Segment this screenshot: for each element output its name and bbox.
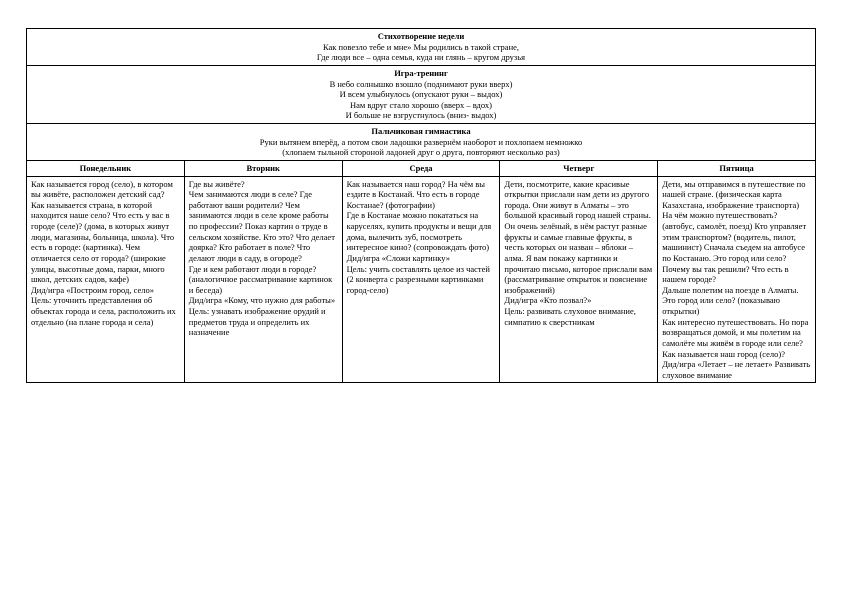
day-content-mon: Как называется город (село), в котором в…: [27, 176, 185, 383]
day-content-thu: Дети, посмотрите, какие красивые открытк…: [500, 176, 658, 383]
poem-line-1: Как повезло тебе и мне» Мы родились в та…: [31, 42, 811, 53]
fingers-line-2: (хлопаем тыльной стороной ладоней друг о…: [31, 147, 811, 158]
fingers-line-1: Руки вытянем вперёд, а потом свои ладошк…: [31, 137, 811, 148]
days-header-row: Понедельник Вторник Среда Четверг Пятниц…: [27, 160, 816, 176]
training-line-2: И всем улыбнулось (опускают руки – выдох…: [31, 89, 811, 100]
training-line-1: В небо солнышко взошло (поднимают руки в…: [31, 79, 811, 90]
poem-line-2: Где люди все – одна семья, куда ни глянь…: [31, 52, 811, 63]
day-content-wed: Как называется наш город? На чём вы езди…: [342, 176, 500, 383]
day-header-thu: Четверг: [500, 160, 658, 176]
training-title: Игра-тренинг: [394, 68, 448, 78]
day-header-mon: Понедельник: [27, 160, 185, 176]
poem-title: Стихотворение недели: [378, 31, 465, 41]
days-content-row: Как называется город (село), в котором в…: [27, 176, 816, 383]
fingers-block: Пальчиковая гимнастика Руки вытянем впер…: [27, 124, 816, 161]
day-header-fri: Пятница: [658, 160, 816, 176]
fingers-title: Пальчиковая гимнастика: [371, 126, 470, 136]
training-line-4: И больше не взгрустнулось (вниз- выдох): [31, 110, 811, 121]
poem-block: Стихотворение недели Как повезло тебе и …: [27, 29, 816, 66]
day-header-wed: Среда: [342, 160, 500, 176]
weekly-plan-table: Стихотворение недели Как повезло тебе и …: [26, 28, 816, 383]
day-content-fri: Дети, мы отправимся в путешествие по наш…: [658, 176, 816, 383]
training-line-3: Нам вдруг стало хорошо (вверх – вдох): [31, 100, 811, 111]
day-header-tue: Вторник: [184, 160, 342, 176]
training-block: Игра-тренинг В небо солнышко взошло (под…: [27, 65, 816, 123]
day-content-tue: Где вы живёте?Чем занимаются люди в селе…: [184, 176, 342, 383]
